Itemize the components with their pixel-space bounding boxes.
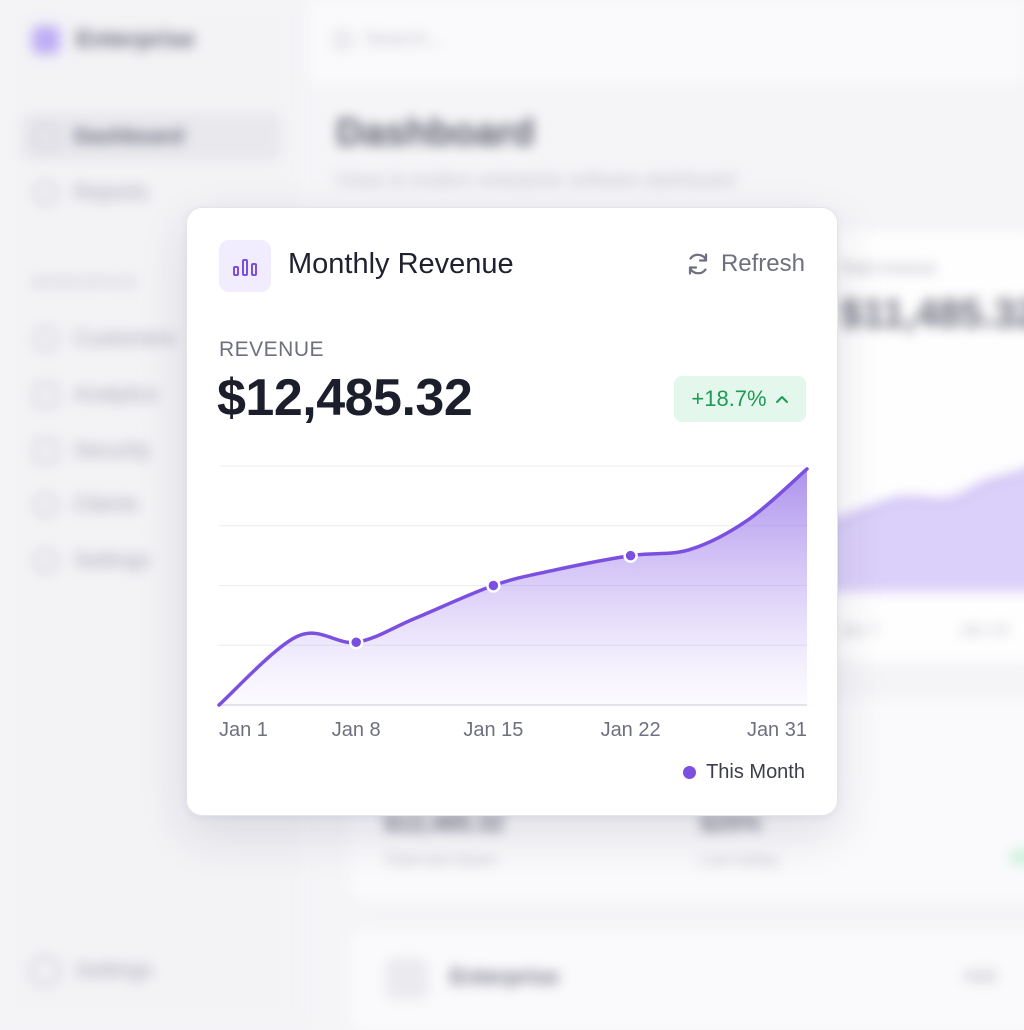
x-tick-label: Jan 31 [747,719,807,741]
data-point[interactable] [486,578,501,593]
x-tick-label: Jan 1 [219,719,268,741]
bg-card-value: $11,485.32 [840,292,1024,336]
sidebar-item-clients[interactable]: Clients [22,482,280,528]
bg-stat-caption: Last today [700,850,779,869]
page-title: Dashboard [336,112,535,154]
metric-label: REVENUE [219,338,325,361]
bg-stat-caption: Total last down [384,850,497,869]
background-bottom-card: Enterprise Add [350,930,1024,1030]
card-title: Monthly Revenue [288,248,514,280]
bg-status-badge [1010,850,1024,864]
users-icon [34,327,58,351]
refresh-button[interactable]: Refresh [685,250,805,278]
footer-settings[interactable]: Settings [30,956,152,986]
analytics-icon [34,383,58,407]
sidebar-item-analytics[interactable]: Analytics [22,372,280,418]
sidebar-item-label: Dashboard [74,125,184,148]
x-tick-label: Jan 8 [332,719,381,741]
sidebar-item-label: Reports [74,181,148,204]
sidebar-item-label: Clients [74,493,139,516]
search-input[interactable]: Search... [334,28,444,51]
sidebar-item-security[interactable]: Security [22,428,280,474]
sidebar-item-customers[interactable]: Customers [22,316,280,362]
sidebar-section-heading: WORKSPACE [32,274,138,291]
bg-card-action: Add [964,966,997,986]
chevron-up-icon [775,396,788,403]
search-placeholder: Search... [364,28,445,50]
sidebar-item-label: Customers [74,327,176,350]
x-tick-label: Jan 15 [463,719,523,741]
monthly-revenue-card: Monthly Revenue Refresh REVENUE $12,485.… [186,207,838,816]
footer-settings-label: Settings [76,959,152,982]
bg-card-title: Enterprise [450,964,559,989]
refresh-label: Refresh [720,250,805,277]
sidebar-item-label: Security [74,439,150,462]
brand-name: Enterprise [76,26,195,53]
series-line-this-month [217,467,809,707]
sidebar-item-reports[interactable]: Reports [22,170,280,216]
gear-icon [30,956,60,986]
brand-logo-icon [32,26,60,54]
shield-icon [34,439,58,463]
topbar: Search... [310,0,1024,82]
revenue-area-chart: Jan 1 Jan 8 Jan 15 Jan 22 Jan 31 [217,465,809,741]
x-tick-label: Jan 22 [601,719,661,741]
legend-label: This Month [706,761,805,783]
clients-icon [34,493,58,517]
legend-swatch [683,766,697,779]
bar-chart-icon [219,240,271,292]
gear-icon [34,549,58,573]
grid-icon [34,125,58,149]
change-value: +18.7% [691,386,767,411]
sidebar-item-label: Analytics [74,383,159,406]
refresh-icon [688,253,708,275]
bg-card-icon [386,958,428,1000]
reports-icon [34,181,58,205]
brand: Enterprise [32,26,195,54]
search-icon [334,30,352,49]
bg-card-label: Total revenue [840,260,937,277]
bg-area-chart [800,470,1024,592]
series-area-fill [219,468,807,705]
bg-tick-label: Jan 7 [840,622,880,639]
page-subtitle: Clean & modern enterprise software dashb… [336,170,736,191]
bg-tick-label: Jan 14 [960,622,1009,639]
change-badge: +18.7% [674,376,806,422]
sidebar-item-settings[interactable]: Settings [22,538,280,584]
sidebar-item-label: Settings [74,549,150,572]
data-point[interactable] [623,548,638,563]
sidebar-item-dashboard[interactable]: Dashboard [22,114,280,160]
chart-legend: This Month [683,761,805,784]
data-point[interactable] [348,635,364,650]
metric-value: $12,485.32 [217,369,473,427]
